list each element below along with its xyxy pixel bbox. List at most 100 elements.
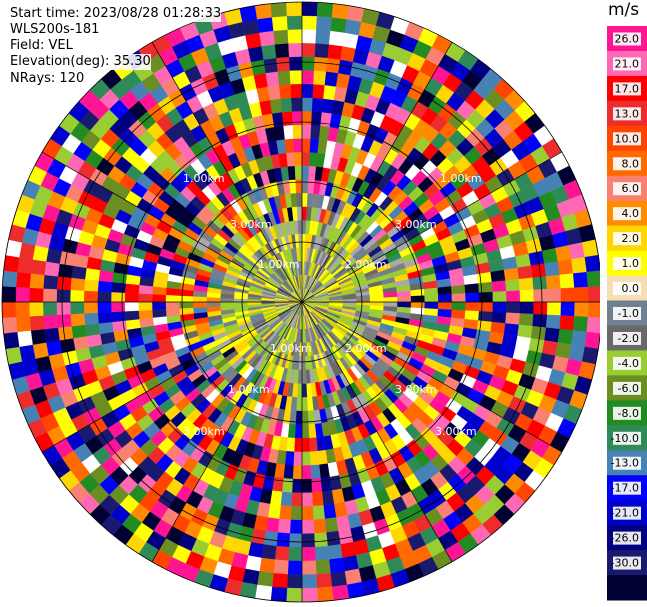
velocity-gate — [83, 279, 99, 292]
velocity-gate — [301, 451, 311, 466]
velocity-gate — [465, 292, 480, 303]
velocity-gate — [97, 301, 112, 313]
velocity-gate — [301, 506, 314, 521]
colorbar-tick-label: -10.0 — [611, 432, 639, 445]
velocity-gate — [179, 295, 194, 303]
velocity-gate — [423, 287, 439, 296]
velocity-gate — [286, 587, 303, 603]
colorbar-label-bg — [613, 431, 641, 445]
velocity-gate — [315, 559, 331, 575]
velocity-gate — [573, 316, 589, 333]
colorbar-tick-label: 0.0 — [622, 282, 640, 295]
velocity-gate — [301, 438, 311, 453]
range-ring-label: 2.00km — [345, 342, 387, 355]
velocity-gate — [555, 245, 572, 262]
velocity-gate — [274, 545, 290, 561]
velocity-gate — [263, 530, 278, 547]
velocity-gate — [124, 301, 139, 312]
velocity-gate — [301, 42, 316, 58]
velocity-gate — [586, 316, 600, 334]
colorbar-tick-label: -30.0 — [611, 557, 639, 570]
range-ring-label: 3.00km — [395, 218, 437, 231]
velocity-gate — [56, 276, 72, 291]
velocity-gate — [324, 71, 339, 87]
velocity-gate — [545, 274, 561, 290]
colorbar-tick-label: -1.0 — [618, 307, 639, 320]
velocity-gate — [270, 2, 288, 18]
velocity-gate — [519, 301, 534, 315]
velocity-gate — [328, 557, 345, 574]
velocity-gate — [45, 340, 63, 357]
velocity-gate — [280, 491, 293, 507]
colorbar-tick-label: 6.0 — [622, 182, 640, 195]
velocity-gate — [286, 574, 303, 589]
velocity-gate — [296, 206, 303, 221]
velocity-gate — [410, 295, 425, 303]
velocity-gate — [301, 179, 309, 194]
velocity-gate — [206, 301, 221, 308]
colorbar-tick-label: -4.0 — [618, 357, 639, 370]
velocity-gate — [70, 289, 85, 303]
colorbar-tick-label: 4.0 — [622, 207, 640, 220]
velocity-field — [1, 1, 600, 603]
velocity-gate — [330, 17, 347, 33]
velocity-gate — [541, 247, 559, 264]
velocity-gate — [247, 45, 264, 63]
velocity-gate — [1, 301, 17, 318]
velocity-gate — [301, 424, 310, 439]
colorbar-label-bg — [613, 456, 641, 470]
colorbar-label-bg — [613, 282, 641, 296]
velocity-gate — [276, 56, 291, 72]
velocity-gate — [2, 270, 18, 288]
velocity-gate — [320, 476, 333, 493]
velocity-gate — [43, 314, 59, 330]
velocity-gate — [574, 301, 589, 318]
colorbar-label-bg — [613, 207, 641, 221]
velocity-gate — [42, 288, 58, 303]
velocity-gate — [330, 571, 347, 587]
colorbar-label-bg — [613, 257, 641, 271]
velocity-gate — [311, 491, 324, 507]
colorbar-label-bg — [613, 32, 641, 46]
colorbar-label-bg — [613, 82, 641, 96]
velocity-gate — [321, 490, 335, 506]
colorbar-label-bg — [613, 157, 641, 171]
colorbar-label-bg — [613, 132, 641, 146]
velocity-gate — [491, 280, 507, 293]
velocity-gate — [233, 301, 248, 306]
velocity-gate — [451, 309, 466, 320]
velocity-gate — [265, 71, 280, 87]
velocity-gate — [301, 97, 313, 112]
velocity-gate — [293, 151, 303, 166]
velocity-gate — [273, 29, 289, 45]
velocity-gate — [342, 555, 359, 572]
velocity-gate — [587, 301, 600, 318]
range-ring-label: 1.00km — [228, 383, 270, 396]
velocity-gate — [98, 321, 114, 335]
velocity-gate — [451, 301, 466, 311]
velocity-gate — [290, 506, 303, 521]
velocity-gate — [257, 571, 274, 587]
velocity-gate — [301, 574, 318, 589]
velocity-gate — [301, 110, 313, 126]
colorbar-label-bg — [613, 107, 641, 121]
velocity-gate — [138, 284, 153, 295]
velocity-gate — [292, 124, 303, 139]
velocity-gate — [110, 291, 126, 303]
velocity-gate — [220, 301, 235, 307]
velocity-gate — [410, 301, 425, 309]
velocity-gate — [29, 301, 44, 317]
velocity-gate — [283, 464, 294, 480]
velocity-gate — [277, 518, 291, 534]
velocity-gate — [519, 289, 534, 303]
velocity-gate — [83, 301, 98, 314]
colorbar-tick-label: -8.0 — [618, 407, 639, 420]
azimuth-line — [301, 301, 453, 562]
velocity-gate — [544, 327, 560, 343]
velocity-gate — [151, 293, 166, 303]
velocity-gate — [263, 57, 278, 74]
colorbar-label-bg — [613, 406, 641, 420]
velocity-gate — [560, 301, 575, 317]
velocity-gate — [544, 261, 560, 277]
velocity-gate — [192, 296, 207, 303]
